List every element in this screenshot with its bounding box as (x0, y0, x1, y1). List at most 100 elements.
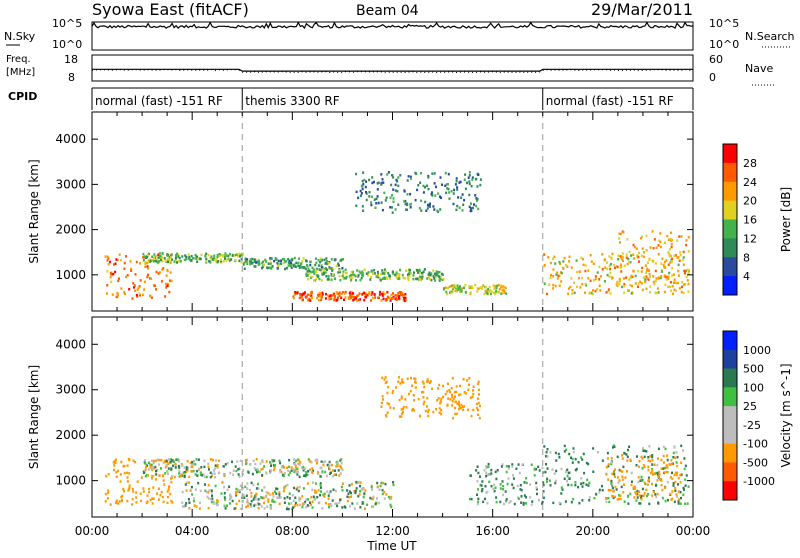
echo-cell (240, 261, 243, 264)
echo-cell (664, 274, 667, 277)
echo-cell (323, 492, 326, 495)
echo-cell (151, 502, 154, 505)
echo-cell (654, 493, 657, 496)
echo-cell (330, 274, 333, 277)
echo-cell (567, 471, 570, 475)
echo-cell (588, 481, 591, 485)
echo-cell (641, 247, 644, 250)
echo-cell (640, 494, 643, 498)
echo-cell (402, 381, 405, 384)
noise-sky-trace (91, 21, 694, 30)
echo-cell (147, 260, 150, 264)
echo-cell (285, 260, 288, 263)
echo-cell (543, 263, 546, 267)
echo-cell (235, 492, 238, 496)
echo-cell (161, 495, 164, 499)
echo-cell (667, 285, 670, 288)
echo-cell (301, 505, 304, 509)
echo-cell (383, 497, 386, 500)
echo-cell (647, 468, 650, 472)
echo-cell (571, 289, 574, 292)
colorbar-segment (723, 387, 737, 407)
echo-cell (123, 490, 125, 493)
echo-cell (570, 456, 572, 459)
echo-cell (673, 278, 676, 281)
echo-cell (344, 292, 346, 295)
echo-cell (180, 475, 183, 478)
echo-cell (655, 484, 657, 487)
echo-cell (293, 504, 296, 507)
echo-cell (204, 255, 207, 258)
echo-cell (320, 298, 323, 302)
echo-cell (479, 483, 482, 487)
echo-cell (542, 483, 545, 487)
echo-cell (105, 474, 108, 478)
echo-cell (340, 461, 343, 465)
echo-cell (676, 455, 679, 459)
echo-cell (428, 278, 431, 281)
echo-cell (685, 239, 688, 242)
echo-cell (146, 500, 149, 503)
nsearch-label: N.Search (745, 30, 795, 43)
echo-cell (348, 484, 351, 487)
echo-cell (641, 487, 644, 491)
echo-cell (240, 507, 243, 511)
echo-cell (267, 498, 270, 501)
echo-cell (213, 254, 216, 257)
echo-cell (475, 199, 478, 202)
echo-cell (120, 287, 123, 290)
echo-cell (464, 392, 467, 395)
echo-cell (315, 267, 318, 271)
echo-cell (257, 470, 260, 473)
echo-cell (585, 284, 588, 287)
echo-cell (630, 480, 633, 483)
echo-cell (616, 498, 619, 501)
echo-cell (437, 387, 440, 390)
echo-cell (493, 291, 495, 295)
echo-cell (674, 480, 677, 484)
echo-cell (652, 490, 655, 494)
echo-cell (538, 469, 541, 472)
echo-cell (451, 395, 454, 399)
echo-cell (664, 466, 667, 470)
echo-cell (408, 275, 411, 278)
echo-cell (554, 262, 557, 265)
echo-cell (626, 238, 629, 241)
echo-cell (328, 491, 331, 495)
echo-cell (402, 411, 404, 414)
echo-cell (677, 476, 680, 480)
echo-cell (216, 499, 218, 502)
echo-cell (321, 470, 324, 473)
echo-cell (311, 488, 314, 492)
echo-cell (672, 482, 675, 485)
echo-cell (493, 483, 496, 487)
echo-cell (318, 291, 321, 295)
echo-cell (630, 274, 633, 278)
echo-cell (481, 488, 484, 491)
x-axis-label: Time UT (366, 539, 417, 553)
echo-cell (607, 463, 610, 466)
echo-cell (498, 290, 501, 294)
echo-cell (637, 476, 640, 479)
echo-cell (136, 288, 139, 291)
echo-cell (194, 463, 197, 466)
echo-cell (306, 498, 309, 501)
echo-cell (120, 460, 123, 464)
echo-cell (259, 470, 261, 474)
echo-cell (192, 497, 195, 500)
echo-cell (258, 262, 261, 266)
echo-cell (325, 257, 328, 260)
echo-cell (401, 273, 404, 277)
echo-cell (418, 270, 421, 273)
echo-cell (521, 463, 524, 466)
echo-cell (686, 502, 689, 505)
echo-cell (370, 485, 373, 489)
echo-cell (138, 292, 141, 295)
echo-cell (666, 454, 669, 457)
echo-cell (354, 275, 357, 278)
echo-cell (149, 466, 152, 469)
echo-cell (398, 295, 401, 298)
echo-cell (647, 492, 650, 496)
echo-cell (263, 501, 265, 505)
echo-cell (455, 385, 458, 388)
